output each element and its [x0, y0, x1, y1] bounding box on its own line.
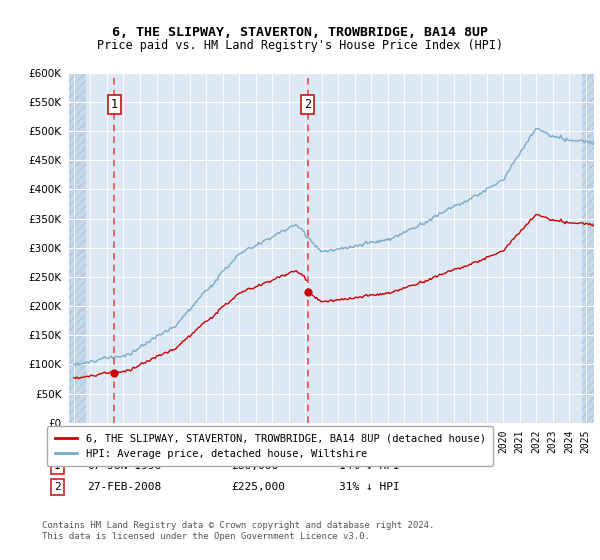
Text: 14% ↓ HPI: 14% ↓ HPI [339, 461, 400, 471]
Text: 1: 1 [54, 461, 61, 471]
Point [303, 287, 313, 296]
Text: £225,000: £225,000 [231, 482, 285, 492]
Bar [69, 73, 86, 423]
Text: £86,000: £86,000 [231, 461, 278, 471]
Text: 31% ↓ HPI: 31% ↓ HPI [339, 482, 400, 492]
Text: 1: 1 [110, 99, 118, 111]
Text: 07-JUN-1996: 07-JUN-1996 [87, 461, 161, 471]
Text: 6, THE SLIPWAY, STAVERTON, TROWBRIDGE, BA14 8UP: 6, THE SLIPWAY, STAVERTON, TROWBRIDGE, B… [112, 26, 488, 39]
Text: 2: 2 [304, 99, 311, 111]
Text: 2: 2 [54, 482, 61, 492]
Bar [581, 73, 594, 423]
Text: Contains HM Land Registry data © Crown copyright and database right 2024.
This d: Contains HM Land Registry data © Crown c… [42, 521, 434, 540]
Text: Price paid vs. HM Land Registry's House Price Index (HPI): Price paid vs. HM Land Registry's House … [97, 39, 503, 53]
Legend: 6, THE SLIPWAY, STAVERTON, TROWBRIDGE, BA14 8UP (detached house), HPI: Average p: 6, THE SLIPWAY, STAVERTON, TROWBRIDGE, B… [47, 426, 493, 466]
Point [109, 368, 119, 377]
Text: 27-FEB-2008: 27-FEB-2008 [87, 482, 161, 492]
